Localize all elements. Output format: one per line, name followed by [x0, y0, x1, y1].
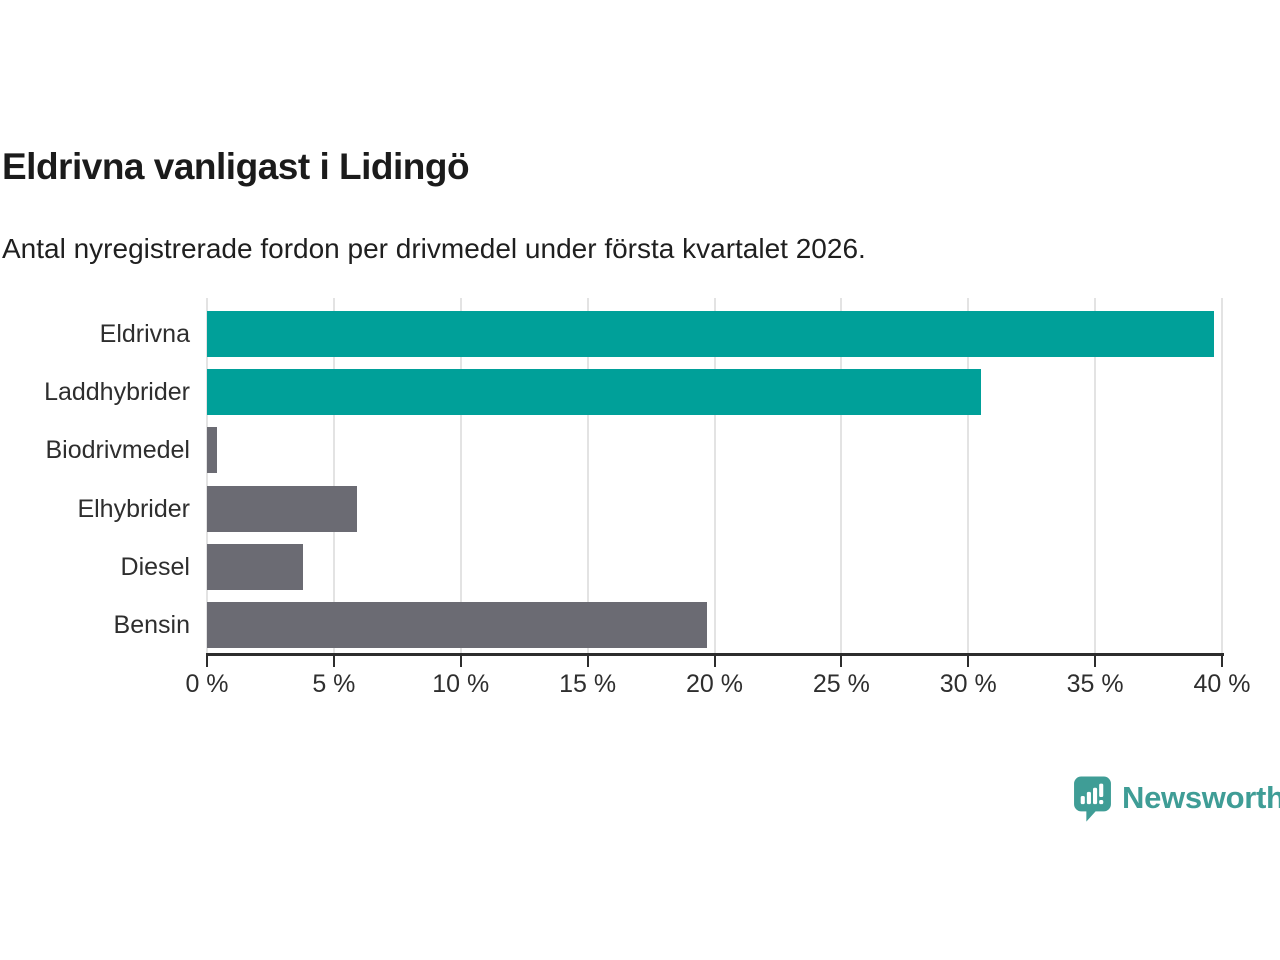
x-tick-25 — [840, 656, 843, 667]
x-tick-20 — [713, 656, 716, 667]
gridline-35 — [1094, 298, 1097, 654]
x-tick-35 — [1094, 656, 1097, 667]
gridline-10 — [459, 298, 462, 654]
category-label-bensin: Bensin — [113, 611, 190, 639]
x-tick-5 — [332, 656, 335, 667]
category-label-diesel: Diesel — [120, 552, 190, 581]
newsworthy-wordmark: Newsworthy — [1122, 780, 1280, 815]
bar-bensin — [207, 602, 707, 648]
x-tick-label-40: 40 % — [1193, 670, 1251, 698]
category-label-laddhybrider: Laddhybrider — [44, 378, 190, 407]
gridline-15 — [586, 298, 589, 654]
gridline-0 — [206, 298, 208, 654]
category-label-elhybrider: Elhybrider — [77, 494, 190, 523]
newsworthy-bubble-chart-icon — [1074, 776, 1111, 822]
x-tick-label-20: 20 % — [686, 670, 743, 698]
gridline-40 — [1221, 298, 1223, 654]
gridline-30 — [967, 298, 970, 654]
x-tick-label-35: 35 % — [1066, 670, 1124, 698]
category-label-biodrivmedel: Biodrivmedel — [45, 436, 190, 465]
bar-elhybrider — [207, 485, 357, 532]
x-tick-0 — [206, 656, 208, 667]
x-tick-15 — [586, 656, 589, 667]
bar-diesel — [207, 543, 304, 590]
bar-eldrivna — [207, 311, 1215, 357]
plot-area — [206, 298, 1223, 654]
x-tick-label-10: 10 % — [432, 670, 490, 698]
x-tick-label-30: 30 % — [939, 670, 997, 698]
bar-biodrivmedel — [207, 427, 218, 474]
x-tick-label-25: 25 % — [812, 670, 870, 698]
x-tick-10 — [459, 656, 462, 667]
y-axis-labels: Eldrivna Laddhybrider Biodrivmedel Elhybrid… — [0, 298, 190, 655]
x-tick-label-15: 15 % — [559, 670, 617, 698]
gridline-5 — [332, 298, 335, 654]
x-tick-30 — [967, 656, 970, 667]
chart-subtitle: Antal nyregistrerade fordon per drivmede… — [2, 233, 866, 264]
bar-laddhybrider — [207, 369, 981, 416]
newsworthy-logo: Newsworthy — [1072, 774, 1280, 822]
x-tick-label-0: 0 % — [185, 670, 229, 698]
gridline-25 — [840, 298, 843, 654]
x-tick-label-5: 5 % — [312, 670, 356, 698]
x-axis-line — [206, 653, 1224, 656]
category-label-eldrivna: Eldrivna — [99, 320, 190, 348]
chart-title: Eldrivna vanligast i Lidingö — [2, 146, 470, 187]
gridline-20 — [713, 298, 716, 654]
x-tick-40 — [1221, 656, 1223, 667]
